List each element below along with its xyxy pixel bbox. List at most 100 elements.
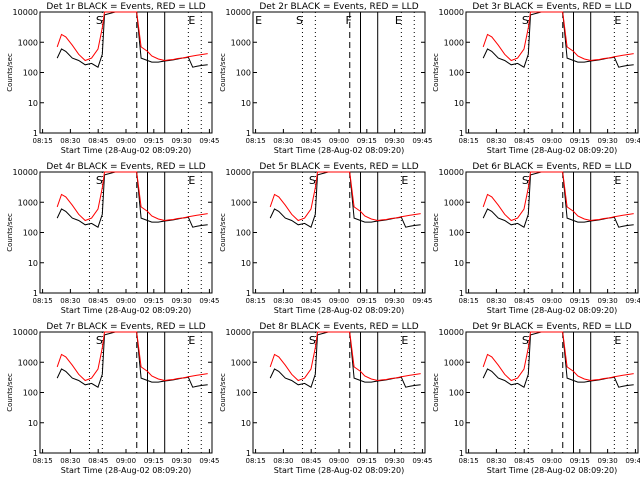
series-lld [56,11,208,62]
x-tick-label: 08:15 [32,457,52,465]
y-tick-label: 10 [241,99,251,108]
y-axis-label: Counts/sec [6,53,14,92]
y-tick-label: 1 [33,129,38,138]
panel-det-2: Det 2r BLACK = Events, RED = LLD 1 10 100 10… [219,2,433,155]
x-axis-label: Start Time (28-Aug-02 08:09:20) [487,146,618,155]
x-tick-label: 09:00 [329,457,349,465]
y-tick-label: 1 [246,289,251,298]
x-tick-label: 09:30 [172,457,192,465]
x-tick-label: 09:45 [412,297,432,305]
y-axis-label: Counts/sec [219,53,227,92]
y-tick-label: 10 [454,419,464,428]
x-axis-label: Start Time (28-Aug-02 08:09:20) [274,306,405,315]
plot-frame [252,171,426,294]
panel-det-3: Det 3r BLACK = Events, RED = LLD 1 10 100 10… [432,2,640,155]
y-tick-label: 1000 [231,38,251,47]
y-tick-label: 100 [449,229,464,238]
panel-title: Det 5r BLACK = Events, RED = LLD [259,162,418,172]
series-events [269,171,421,228]
x-tick-label: 08:30 [273,297,293,305]
panel-title: Det 2r BLACK = Events, RED = LLD [259,2,418,12]
x-tick-label: 09:30 [598,297,618,305]
x-tick-label: 08:45 [514,457,534,465]
y-tick-label: 10000 [13,8,38,17]
x-tick-label: 09:00 [116,137,136,145]
marker-label: E [614,174,621,187]
y-tick-label: 1 [246,449,251,458]
x-axis-label: Start Time (28-Aug-02 08:09:20) [274,146,405,155]
y-tick-label: 10000 [226,328,251,337]
x-tick-label: 09:45 [199,137,219,145]
x-tick-label: 09:15 [357,297,377,305]
marker-label: E [188,334,195,347]
x-tick-label: 09:00 [542,297,562,305]
marker-label: S [96,174,103,187]
y-tick-label: 10000 [226,168,251,177]
x-tick-label: 08:45 [514,297,534,305]
y-axis-label: Counts/sec [432,213,440,252]
x-tick-label: 08:15 [245,137,265,145]
x-tick-label: 09:00 [329,137,349,145]
plot-frame [39,331,213,454]
series-lld [56,331,208,382]
y-tick-label: 1000 [444,38,464,47]
marker-label: E [614,14,621,27]
x-tick-label: 09:15 [357,137,377,145]
panel-title: Det 9r BLACK = Events, RED = LLD [472,322,631,332]
marker-label: S [296,14,303,27]
marker-label: S [309,174,316,187]
x-tick-label: 08:45 [88,137,108,145]
x-axis-label: Start Time (28-Aug-02 08:09:20) [274,466,405,475]
marker-label: S [309,334,316,347]
x-axis-label: Start Time (28-Aug-02 08:09:20) [61,306,192,315]
series-lld [482,11,634,62]
x-tick-label: 08:45 [514,137,534,145]
x-tick-label: 08:30 [486,457,506,465]
y-tick-label: 10 [241,419,251,428]
x-tick-label: 08:15 [458,457,478,465]
panel-det-1: Det 1r BLACK = Events, RED = LLD 1 10 100 10… [6,2,220,155]
y-axis-label: Counts/sec [219,213,227,252]
x-tick-label: 08:15 [32,297,52,305]
panel-det-4: Det 4r BLACK = Events, RED = LLD 1 10 100 10… [6,162,220,315]
x-tick-label: 08:30 [273,137,293,145]
y-tick-label: 1000 [18,198,38,207]
panel-title: Det 4r BLACK = Events, RED = LLD [46,162,205,172]
x-tick-label: 08:45 [301,137,321,145]
y-tick-label: 10000 [13,328,38,337]
x-tick-label: 09:15 [357,457,377,465]
panel-det-5: Det 5r BLACK = Events, RED = LLD 1 10 100 10… [219,162,433,315]
series-lld [482,331,634,382]
series-events [269,331,421,388]
x-tick-label: 09:15 [570,137,590,145]
x-tick-label: 08:45 [88,457,108,465]
panel-title: Det 7r BLACK = Events, RED = LLD [46,322,205,332]
marker-label: E [401,334,408,347]
marker-label: E [614,334,621,347]
y-tick-label: 10 [28,259,38,268]
x-tick-label: 09:30 [385,297,405,305]
x-tick-label: 09:15 [570,297,590,305]
x-tick-label: 09:45 [199,297,219,305]
plot-frame [39,171,213,294]
marker-label: E [188,174,195,187]
series-lld [269,331,421,382]
y-tick-label: 100 [23,69,38,78]
marker-label: E [395,14,402,27]
panel-title: Det 3r BLACK = Events, RED = LLD [472,2,631,12]
marker-label: S [522,174,529,187]
panel-det-9: Det 9r BLACK = Events, RED = LLD 1 10 100 10… [432,322,640,475]
series-events [56,171,208,228]
x-tick-label: 08:45 [301,297,321,305]
y-tick-label: 100 [23,389,38,398]
y-axis-label: Counts/sec [6,373,14,412]
x-tick-label: 08:30 [273,457,293,465]
marker-label: S [96,334,103,347]
x-tick-label: 09:30 [172,137,192,145]
y-tick-label: 10000 [226,8,251,17]
x-axis-label: Start Time (28-Aug-02 08:09:20) [61,146,192,155]
x-tick-label: 08:30 [486,297,506,305]
plot-frame [252,331,426,454]
x-axis-label: Start Time (28-Aug-02 08:09:20) [487,306,618,315]
marker-label: S [96,14,103,27]
